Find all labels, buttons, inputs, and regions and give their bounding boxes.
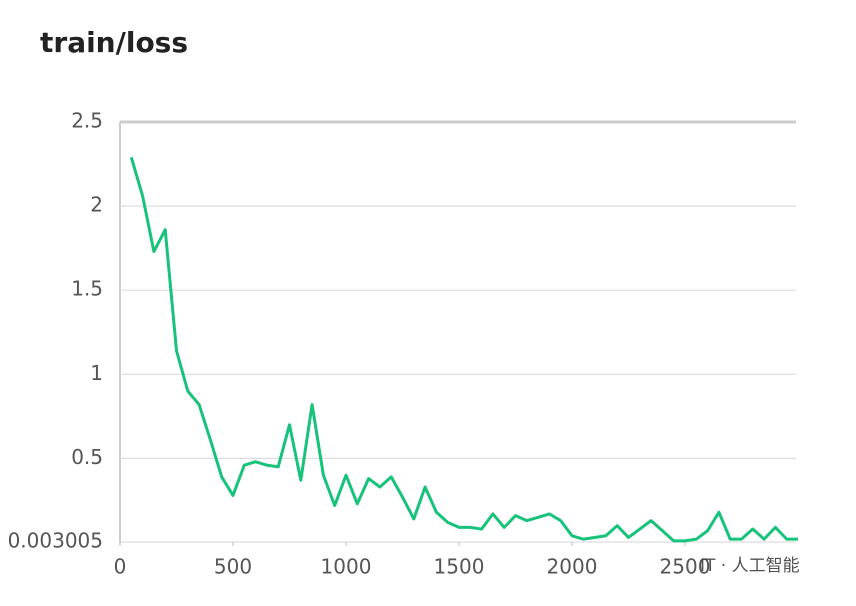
y-tick-label: 0.5 (71, 445, 103, 469)
y-tick-label: 2.5 (71, 109, 103, 133)
watermark: IT · 人工智能 (700, 556, 800, 576)
x-tick-label: 2000 (547, 555, 598, 579)
line-series (129, 156, 798, 543)
x-tick-label: 2500 (660, 555, 711, 579)
x-tick-label: 0 (114, 555, 127, 579)
x-tick-label: 1500 (434, 555, 485, 579)
y-tick-label: 1 (90, 361, 103, 385)
y-tick-label: 2 (90, 193, 103, 217)
x-tick-label: 1000 (321, 555, 372, 579)
chart-title: train/loss (40, 26, 188, 59)
y-tick-label: 1.5 (71, 277, 103, 301)
x-tick-label: 500 (214, 555, 252, 579)
y-tick-label: 0.003005 (8, 529, 103, 553)
